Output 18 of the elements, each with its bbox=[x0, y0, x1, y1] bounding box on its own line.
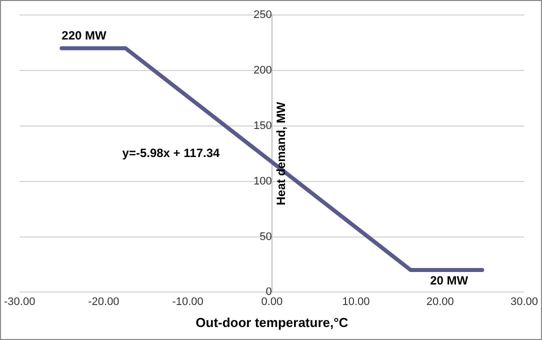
y-axis-title: Heat demand, MW bbox=[274, 101, 288, 206]
y-tick-label: 50 bbox=[260, 230, 272, 243]
annotation: y=-5.98x + 117.34 bbox=[122, 146, 220, 160]
x-axis-title: Out-door temperature,°C bbox=[196, 314, 349, 330]
x-tick-label: -20.00 bbox=[88, 296, 120, 308]
y-tick-label: 250 bbox=[254, 9, 272, 22]
y-tick-label: 0 bbox=[266, 286, 272, 298]
x-tick-label: 10.00 bbox=[342, 296, 370, 308]
x-tick-label: -10.00 bbox=[172, 296, 204, 308]
x-tick-label: -30.00 bbox=[4, 296, 36, 308]
y-tick-label: 100 bbox=[254, 175, 272, 188]
x-tick-label: 0.00 bbox=[261, 296, 283, 308]
y-tick-label: 200 bbox=[254, 64, 272, 76]
x-tick-label: 20.00 bbox=[426, 296, 454, 308]
x-tick-label: 30.00 bbox=[510, 296, 538, 308]
y-tick-label: 150 bbox=[254, 120, 272, 132]
annotation: 20 MW bbox=[430, 273, 469, 288]
annotation: 220 MW bbox=[62, 28, 107, 43]
